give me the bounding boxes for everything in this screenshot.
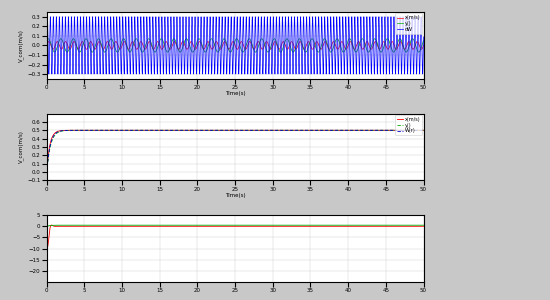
Legend: x(m/s), y(), W(r): x(m/s), y(), W(r): [395, 115, 422, 135]
x(m/s): [420, 128, 427, 132]
y(): [62, 49, 69, 52]
Line: x(m/s): x(m/s): [47, 130, 424, 172]
X-axis label: Time(s): Time(s): [225, 92, 245, 97]
W(r): [180, 128, 186, 132]
Y-axis label: V_com(m/s): V_com(m/s): [19, 130, 24, 164]
Line: x(m/s): x(m/s): [47, 42, 424, 49]
y(): [420, 128, 427, 132]
x(m/s): [62, 40, 69, 44]
y(): [420, 39, 427, 42]
x(m/s): [420, 44, 427, 47]
dW: [398, 72, 405, 76]
x(m/s): [180, 40, 186, 44]
W(r): [283, 128, 289, 132]
y(): [343, 128, 349, 132]
W(r): [62, 129, 69, 132]
x(m/s): [43, 170, 50, 174]
W(r): [266, 128, 273, 132]
Line: y(): y(): [47, 130, 424, 172]
x(m/s): [266, 46, 273, 50]
x(m/s): [62, 129, 69, 132]
x(m/s): [343, 47, 350, 51]
y(): [180, 128, 186, 132]
W(r): [170, 128, 177, 132]
y(): [62, 129, 69, 132]
x(m/s): [180, 128, 186, 132]
W(r): [43, 170, 50, 174]
y(): [283, 38, 289, 41]
x(m/s): [43, 44, 50, 47]
x(m/s): [283, 128, 289, 132]
y(): [323, 128, 329, 132]
x(m/s): [283, 46, 289, 50]
dW: [343, 25, 349, 29]
dW: [283, 37, 289, 41]
x(m/s): [334, 47, 341, 51]
Y-axis label: V_com(m/s): V_com(m/s): [19, 29, 24, 62]
Line: y(): y(): [47, 39, 424, 52]
Line: dW: dW: [47, 17, 424, 74]
x(m/s): [156, 128, 163, 132]
y(): [266, 128, 273, 132]
X-axis label: Time(s): Time(s): [225, 193, 245, 198]
y(): [343, 45, 350, 48]
W(r): [343, 128, 349, 132]
y(): [309, 37, 315, 40]
dW: [180, 16, 186, 20]
y(): [180, 44, 186, 48]
y(): [266, 48, 273, 52]
y(): [43, 170, 50, 174]
y(): [184, 128, 191, 132]
dW: [323, 72, 329, 75]
dW: [43, 35, 50, 39]
x(m/s): [323, 128, 329, 132]
x(m/s): [266, 128, 273, 132]
W(r): [323, 128, 329, 132]
x(m/s): [129, 40, 136, 44]
y(): [43, 39, 50, 42]
y(): [323, 39, 329, 43]
Line: W(r): W(r): [47, 130, 424, 172]
W(r): [420, 128, 427, 132]
Legend: x(m/s), y(), dW: x(m/s), y(), dW: [395, 14, 422, 34]
dW: [400, 15, 406, 19]
dW: [266, 42, 273, 45]
dW: [420, 35, 427, 39]
x(m/s): [323, 41, 329, 44]
dW: [62, 19, 69, 22]
y(): [283, 128, 289, 132]
y(): [189, 50, 196, 54]
x(m/s): [343, 128, 349, 132]
